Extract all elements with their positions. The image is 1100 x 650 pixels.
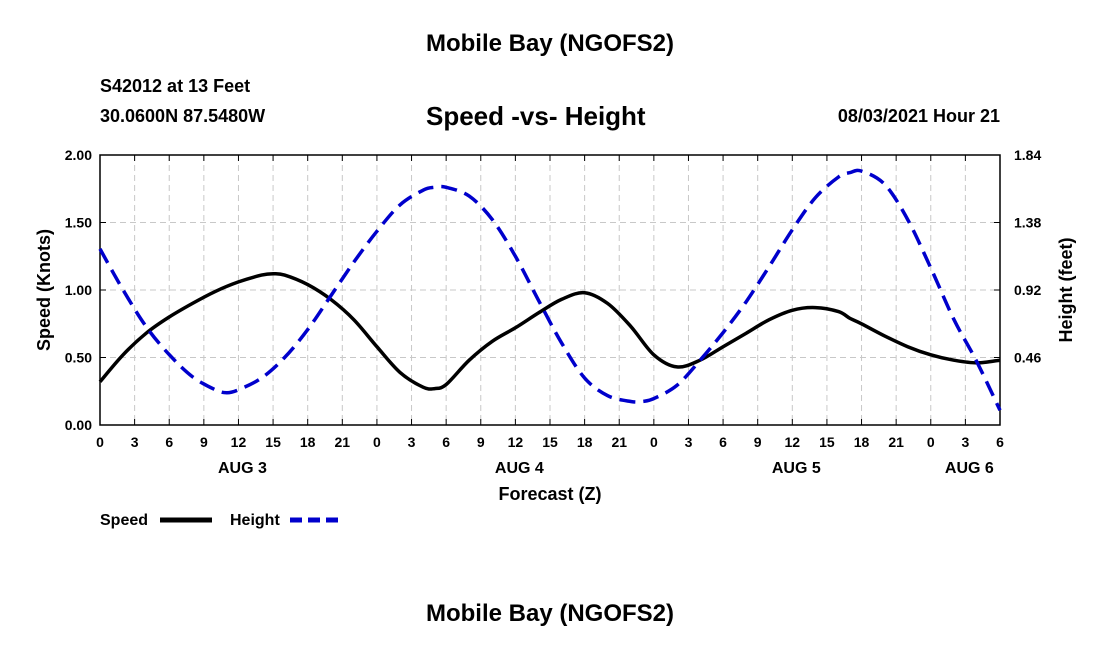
x-tick-label: 6	[719, 434, 727, 450]
x-tick-label: 9	[200, 434, 208, 450]
x-tick-label: 3	[131, 434, 139, 450]
x-axis-label: Forecast (Z)	[498, 484, 601, 504]
x-tick-label: 15	[265, 434, 281, 450]
series-line-speed	[98, 271, 1001, 391]
day-label: AUG 6	[945, 460, 994, 477]
legend-height-label: Height	[230, 512, 280, 529]
x-tick-label: 3	[685, 434, 693, 450]
y-left-tick-label: 1.00	[65, 282, 92, 298]
x-tick-label: 12	[785, 434, 801, 450]
y-left-tick-label: 1.50	[65, 215, 92, 231]
x-tick-label: 15	[819, 434, 835, 450]
x-tick-label: 0	[373, 434, 381, 450]
y-axis-left-label: Speed (Knots)	[34, 229, 54, 351]
coordinates-label: 30.0600N 87.5480W	[100, 106, 266, 126]
legend-speed-label: Speed	[100, 512, 148, 529]
y-axis-right-label: Height (feet)	[1056, 238, 1076, 343]
x-tick-label: 0	[96, 434, 104, 450]
x-tick-label: 21	[611, 434, 627, 450]
x-tick-label: 3	[408, 434, 416, 450]
x-tick-label: 12	[231, 434, 247, 450]
x-tick-label: 6	[165, 434, 173, 450]
day-label: AUG 5	[772, 460, 821, 477]
forecast-time-label: 08/03/2021 Hour 21	[837, 106, 1000, 126]
y-right-tick-label: 0.46	[1014, 350, 1041, 366]
x-tick-label: 6	[996, 434, 1004, 450]
y-left-tick-label: 0.50	[65, 350, 92, 366]
x-tick-label: 9	[477, 434, 485, 450]
x-tick-label: 18	[300, 434, 316, 450]
series-lines	[98, 168, 1002, 412]
axes: 0 3 6 9 12 15 18 21 0 3 6 9 12 15 18 21 0 3 6 9 12 15 18 21 0 3 6A…	[65, 147, 1042, 477]
y-right-tick-label: 1.38	[1014, 215, 1041, 231]
chart-subtitle: Speed -vs- Height	[426, 101, 646, 131]
x-tick-label: 0	[927, 434, 935, 450]
day-label: AUG 4	[495, 460, 544, 477]
y-left-tick-label: 0.00	[65, 417, 92, 433]
footer-title: Mobile Bay (NGOFS2)	[425, 600, 675, 627]
day-label: AUG 3	[218, 460, 267, 477]
x-tick-label: 0	[650, 434, 658, 450]
x-tick-label: 6	[442, 434, 450, 450]
y-right-tick-label: 0.92	[1014, 282, 1041, 298]
legend: Speed Height	[100, 512, 342, 529]
chart-title: Mobile Bay (NGOFS2)	[425, 30, 675, 57]
x-tick-label: 12	[508, 434, 524, 450]
x-tick-label: 18	[577, 434, 593, 450]
x-tick-label: 3	[961, 434, 969, 450]
x-tick-label: 18	[854, 434, 870, 450]
x-tick-label: 21	[888, 434, 904, 450]
station-label: S42012 at 13 Feet	[100, 76, 251, 96]
x-tick-label: 15	[542, 434, 558, 450]
x-tick-label: 9	[754, 434, 762, 450]
y-left-tick-label: 2.00	[65, 147, 92, 163]
grid	[100, 155, 1000, 425]
series-line-height	[98, 168, 1002, 412]
y-right-tick-label: 1.84	[1014, 147, 1041, 163]
x-tick-label: 21	[335, 434, 351, 450]
